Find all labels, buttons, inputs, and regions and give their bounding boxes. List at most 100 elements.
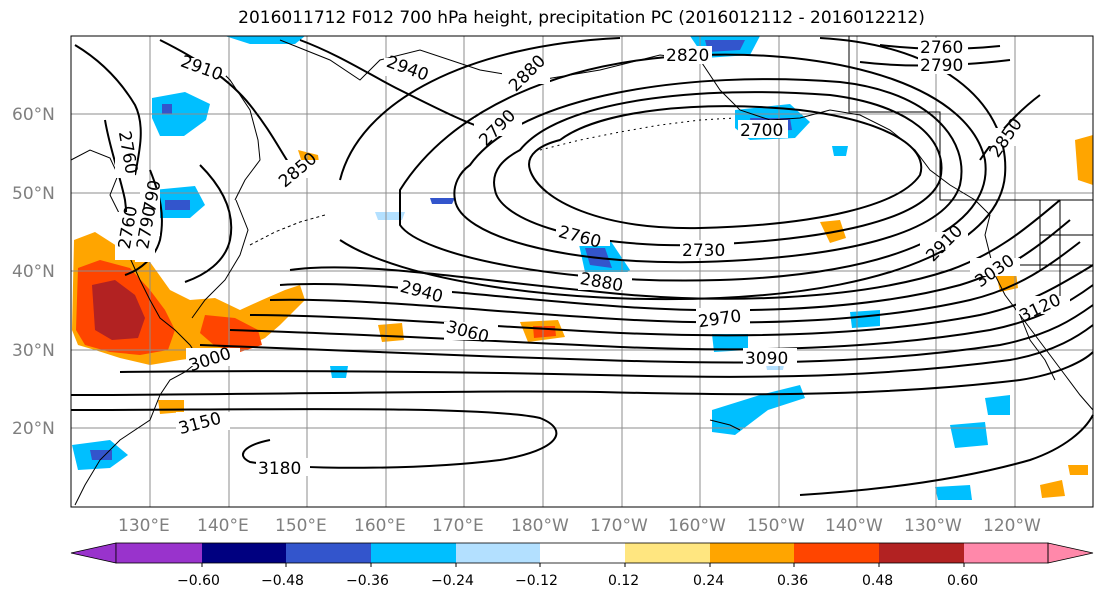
colorbar-bin [710,543,794,563]
colorbar-tick-label: −0.12 [515,573,558,589]
colorbar-tick-label: 0.36 [777,573,808,589]
contour-label: 2700 [740,121,783,141]
colorbar-tick-label: −0.24 [431,573,474,589]
coast-kamchatka [209,59,261,201]
contour-low-2 [493,91,943,247]
lon-label: 160°E [354,516,406,536]
graticule [71,36,1093,507]
contour-2850-ne [979,94,1041,161]
colorbar-arrow-min [70,542,117,564]
map-title: 2016011712 F012 700 hPa height, precipit… [238,8,925,28]
colorbar-bin [116,543,202,563]
contour-low-inner [528,105,923,230]
colorbar-bin [794,543,879,563]
lon-label: 140°W [825,516,883,536]
contour-2910 [339,37,1007,301]
contour-band-1 [289,199,1061,300]
coast-baja [1019,314,1056,381]
contour-3150 [70,351,1094,396]
contour-band-6 [199,304,1094,364]
lat-label-20n: 20°N [12,419,55,439]
neg-se-3 [935,485,972,500]
precip-160e-south [158,400,184,414]
colorbar: −0.60 −0.48 −0.36 −0.24 −0.12 0.12 0.24 … [70,542,1094,589]
precip-negative-shading [72,36,1010,500]
contour-3120 [119,324,1094,378]
colorbar-tick-label: 0.48 [862,573,893,589]
precip-east-edge [1075,135,1093,185]
contour-label: 3090 [745,349,788,369]
lon-label: 150°E [275,516,327,536]
precip-east-asia-inner [92,280,145,340]
contour-2880 [399,53,987,282]
contour-label: 3180 [258,459,301,479]
colorbar-arrow-max [1047,542,1094,564]
latitude-labels: 60°N 50°N 40°N 30°N 20°N [12,105,55,439]
colorbar-bin [540,543,625,563]
neg-160w [712,334,748,352]
neg-sw-core [90,450,112,460]
colorbar-bin [879,543,964,563]
contour-label: 2760 [920,38,963,58]
longitude-labels: 130°E 140°E 150°E 160°E 170°E 180°W 170°… [118,516,1041,536]
neg-140w-east [850,310,880,328]
colorbar-bin [625,543,710,563]
contour-west-2790 [159,39,291,166]
lon-label: 130°E [118,516,170,536]
lon-label: 170°E [432,516,484,536]
contour-2940-arc [299,39,491,131]
neg-130e-north-core [162,104,172,114]
contour-low-3 [453,78,963,264]
contour-west-2880 [184,164,233,283]
map-frame [70,35,1094,508]
contour-3180 [70,408,558,469]
lat-label-60n: 60°N [12,105,55,125]
coast-canada-border [848,36,1093,201]
lat-label-50n: 50°N [12,184,55,204]
contour-label: 2790 [920,56,963,76]
coast-aleutians [539,117,736,151]
lon-label: 150°W [747,516,805,536]
colorbar-bin [371,543,456,563]
neg-right-1 [832,146,848,156]
colorbar-tick-label: 0.24 [693,573,724,589]
coast-hawaii [709,419,741,431]
neg-mid-3 [430,198,455,204]
neg-se-2 [985,395,1010,415]
lon-label: 160°W [668,516,726,536]
coast-us-states [1015,200,1093,300]
lon-label: 170°W [590,516,648,536]
contour-band-5 [229,284,1094,351]
neg-top-160w-core [705,40,745,52]
neg-150w-south [712,385,805,435]
map-panel: 2910 2940 2880 2820 2760 2790 2790 2760 … [70,35,1094,508]
coastlines [70,36,1094,506]
colorbar-tick-label: 0.60 [947,573,978,589]
lon-label: 120°W [983,516,1041,536]
colorbar-tick-label: −0.60 [177,573,220,589]
contour-label: 2730 [682,241,725,261]
lat-label-40n: 40°N [12,262,55,282]
contour-west-2760 [74,44,142,176]
precip-se-2 [1068,465,1088,475]
precip-se-1 [1040,480,1065,498]
contour-3180-east [799,414,1094,496]
lon-label: 180°W [511,516,569,536]
neg-135e-mid-core [165,200,190,210]
colorbar-bin [202,543,286,563]
precip-mid-1 [378,323,404,342]
colorbar-bin [286,543,371,563]
coast-japan [191,199,249,319]
coast-asia [70,149,201,506]
colorbar-bin [456,543,540,563]
colorbar-bin [964,543,1048,563]
colorbar-tick-label: −0.36 [346,573,389,589]
coast-kurils [249,214,326,246]
colorbar-tick-label: 0.12 [608,573,639,589]
neg-mid-2 [375,212,405,220]
lat-label-30n: 30°N [12,341,55,361]
precip-japan [200,315,262,352]
neg-se-1 [950,422,988,448]
coast-alaska [699,59,991,216]
